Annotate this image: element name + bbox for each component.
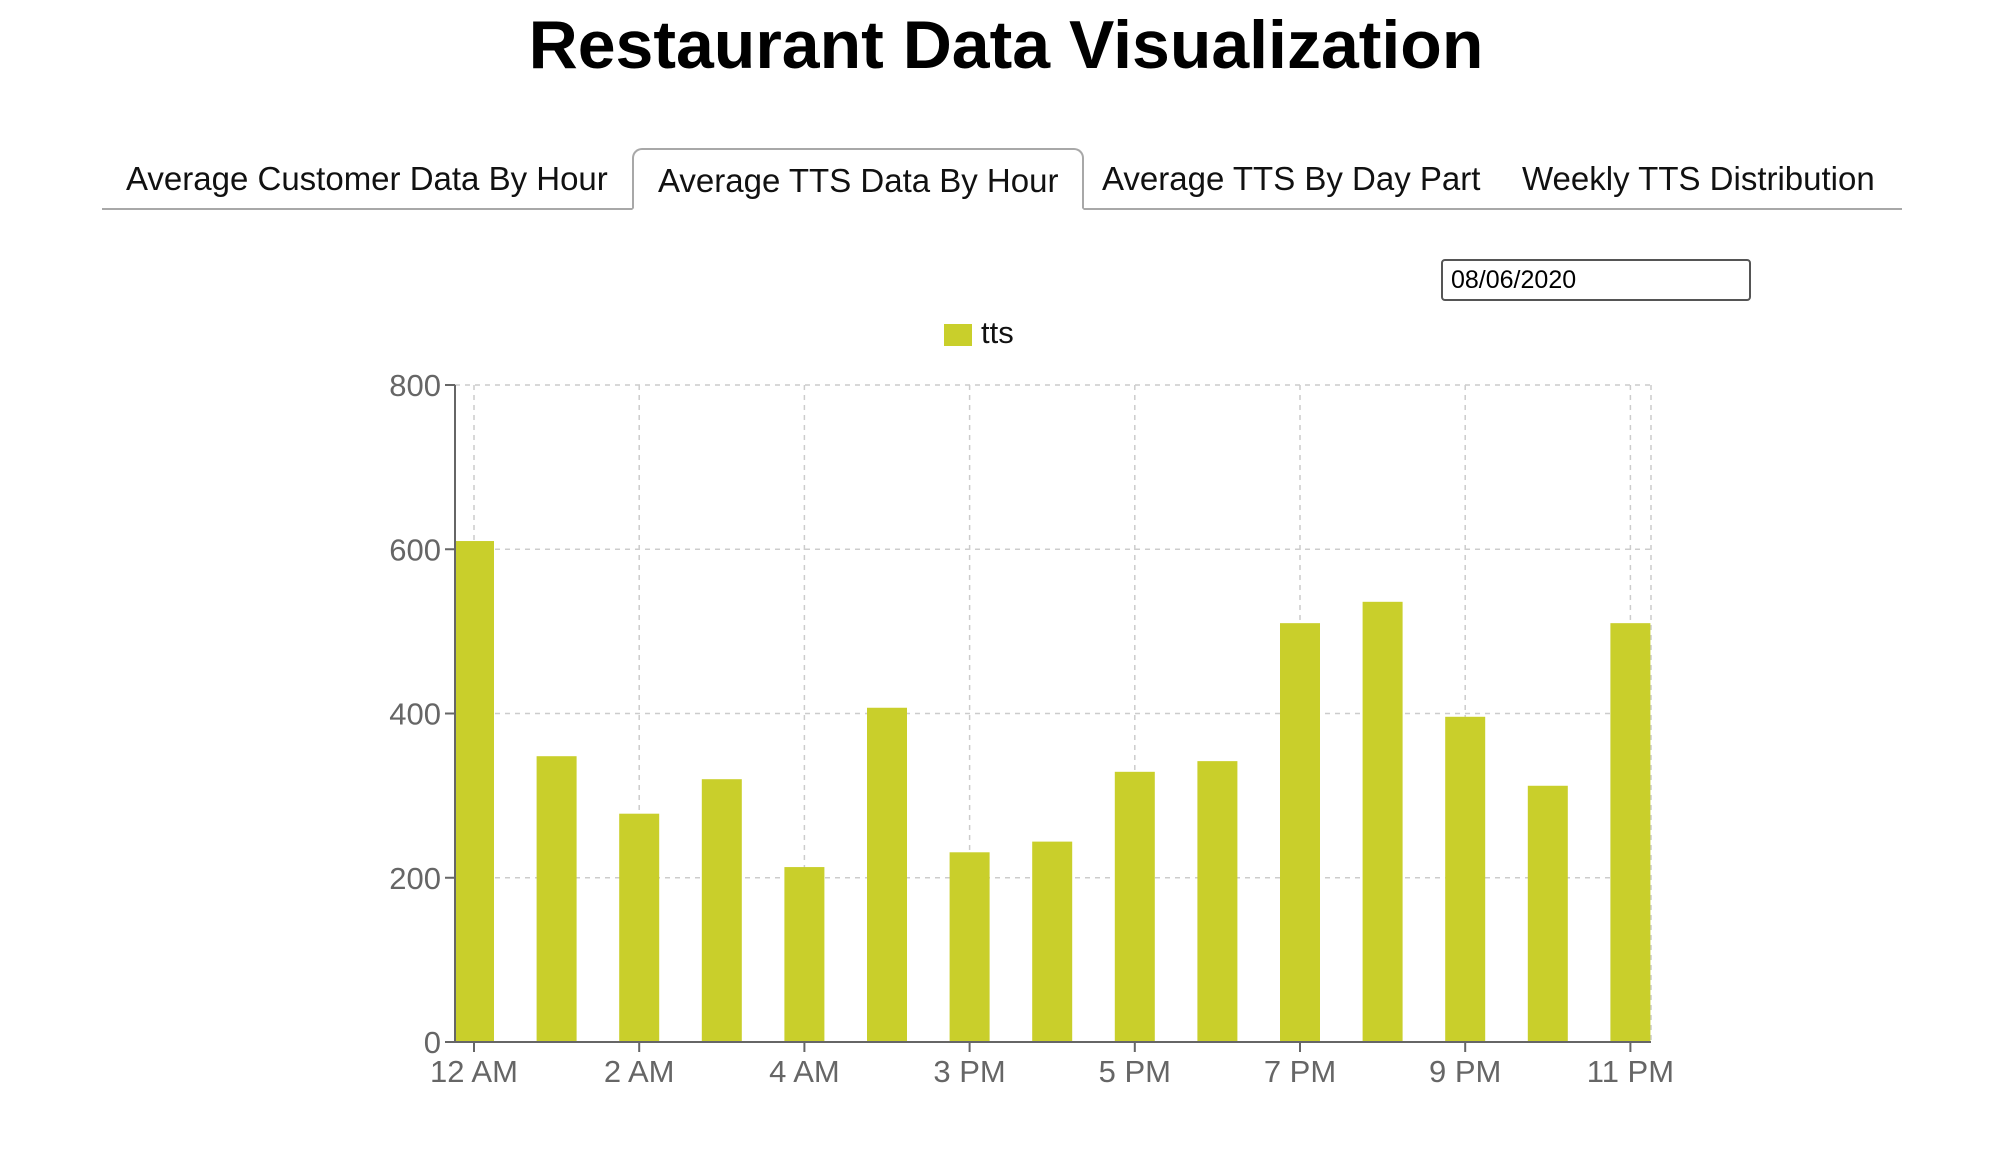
- x-tick-label: 12 AM: [430, 1054, 518, 1089]
- y-tick-label: 800: [389, 368, 441, 403]
- x-tick-label: 5 PM: [1099, 1054, 1171, 1089]
- tab-average-tts-data-by-hour[interactable]: Average TTS Data By Hour: [632, 148, 1085, 210]
- x-tick-label: 4 AM: [769, 1054, 840, 1089]
- bar[interactable]: [1032, 841, 1073, 1042]
- page-title: Restaurant Data Visualization: [528, 7, 1484, 83]
- legend-label: tts: [981, 315, 1014, 350]
- tab-average-customer-data-by-hour[interactable]: Average Customer Data By Hour: [126, 160, 608, 197]
- x-tick-label: 7 PM: [1264, 1054, 1336, 1089]
- x-tick-label: 9 PM: [1429, 1054, 1501, 1089]
- y-tick-label: 400: [389, 697, 441, 732]
- bar[interactable]: [1527, 785, 1568, 1042]
- bar[interactable]: [1362, 601, 1403, 1042]
- bar[interactable]: [784, 867, 825, 1042]
- bar[interactable]: [454, 541, 494, 1042]
- bar[interactable]: [949, 852, 990, 1042]
- tab-weekly-tts-distribution[interactable]: Weekly TTS Distribution: [1522, 160, 1875, 197]
- bar[interactable]: [1610, 623, 1651, 1042]
- bar[interactable]: [1197, 761, 1238, 1042]
- bar[interactable]: [1280, 623, 1320, 1042]
- tab-bar: Average Customer Data By Hour Average TT…: [102, 146, 1902, 210]
- bar[interactable]: [619, 813, 660, 1042]
- bar[interactable]: [867, 707, 907, 1042]
- bar[interactable]: [1445, 716, 1486, 1042]
- tab-average-tts-by-day-part[interactable]: Average TTS By Day Part: [1102, 160, 1481, 197]
- date-input[interactable]: [1441, 259, 1751, 301]
- x-tick-label: 3 PM: [933, 1054, 1005, 1089]
- legend-swatch: [944, 324, 972, 346]
- y-tick-label: 600: [389, 532, 441, 567]
- x-tick-label: 11 PM: [1587, 1054, 1674, 1089]
- bar[interactable]: [1114, 771, 1155, 1042]
- y-tick-label: 200: [389, 861, 441, 896]
- x-tick-label: 2 AM: [604, 1054, 675, 1089]
- bar[interactable]: [536, 756, 577, 1042]
- y-tick-label: 0: [424, 1025, 441, 1060]
- bar[interactable]: [701, 779, 742, 1042]
